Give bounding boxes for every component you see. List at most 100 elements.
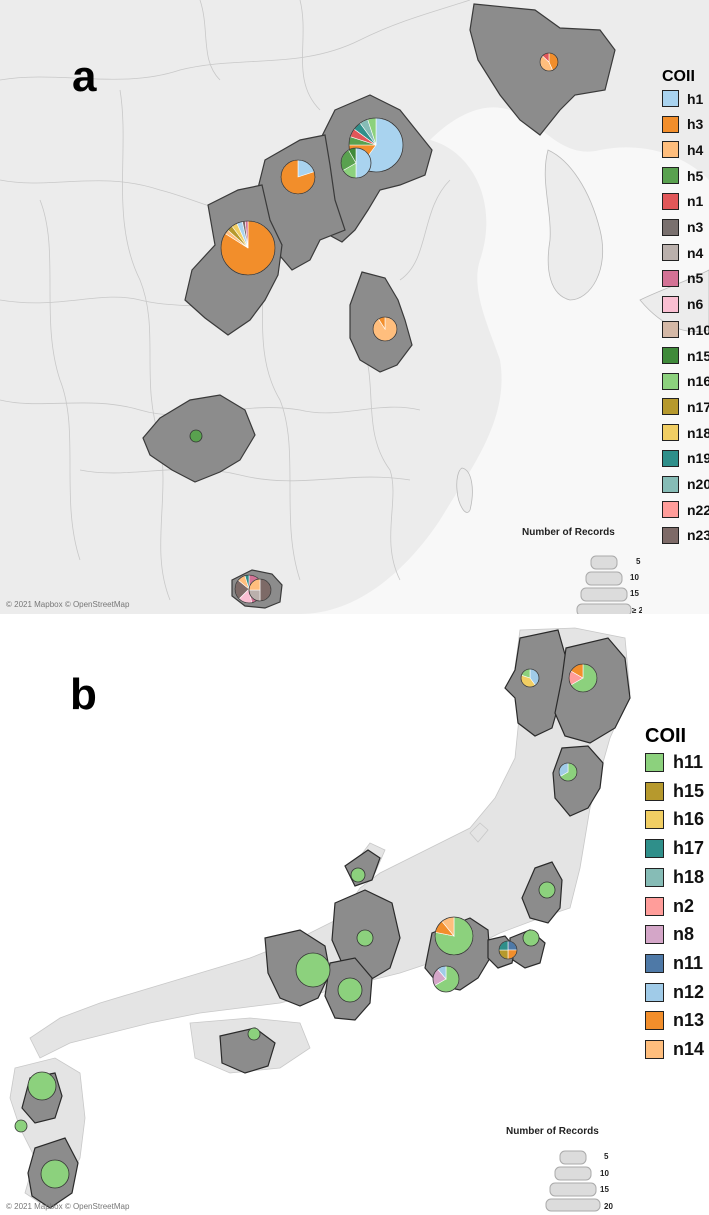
legend-title-b: COII <box>645 725 687 747</box>
legend-swatch-n2 <box>645 896 664 916</box>
pie-ishikawa <box>350 867 366 883</box>
legend-label-n6: n6 <box>687 296 704 313</box>
pie-hebei <box>340 147 372 179</box>
legend-item-h16: h16 <box>645 809 704 830</box>
legend-label-n12: n12 <box>673 981 705 1002</box>
pie-akita-outline <box>520 668 540 688</box>
size-step-1 <box>590 555 618 570</box>
pie-kagoshima-slice <box>40 1159 70 1189</box>
legend-label-n11: n11 <box>673 952 704 973</box>
pie-gifu-slice <box>356 929 374 947</box>
pie-ibaraki <box>538 881 556 899</box>
legend-swatch-n20 <box>662 475 679 493</box>
pie-goto-slice <box>14 1119 28 1133</box>
size-label-1: 5 <box>604 1152 609 1161</box>
legend-label-h4: h4 <box>687 141 704 158</box>
legend-label-n19: n19 <box>687 450 709 467</box>
pie-osaka <box>337 977 363 1003</box>
pie-nagasaki <box>27 1071 57 1101</box>
legend-item-n11: n11 <box>645 953 703 974</box>
size-label-1: 5 <box>636 557 641 566</box>
pie-anhui <box>372 316 398 342</box>
legend-item-n18: n18 <box>662 424 709 442</box>
legend-item-n6: n6 <box>662 295 704 313</box>
legend-label-n18: n18 <box>687 424 709 441</box>
legend-item-n14: n14 <box>645 1039 704 1060</box>
legend-label-n13: n13 <box>673 1010 705 1031</box>
pie-hyogo <box>295 952 331 988</box>
pie-iwate-outline <box>568 663 598 693</box>
legend-swatch-n22 <box>662 501 679 519</box>
legend-swatch-n17 <box>662 398 679 416</box>
legend-label-h11: h11 <box>673 752 704 772</box>
legend-label-n22: n22 <box>687 501 709 518</box>
pie-heilongjiang-outline <box>539 52 559 72</box>
legend-swatch-n12 <box>645 982 664 1002</box>
legend-label-n3: n3 <box>687 219 704 235</box>
legend-label-n15: n15 <box>687 347 709 364</box>
panel-label-a: a <box>72 52 97 101</box>
pie-guizhou <box>189 429 203 443</box>
pie-yamanashi-outline <box>434 916 474 956</box>
pie-anhui-outline <box>372 316 398 342</box>
legend-swatch-n1 <box>662 192 679 210</box>
pie-yamanashi <box>434 916 474 956</box>
pie-ishikawa-slice <box>350 867 366 883</box>
legend-item-h18: h18 <box>645 867 704 888</box>
legend-label-h16: h16 <box>673 809 705 830</box>
size-legend-title: Number of Records <box>506 1126 599 1137</box>
pie-hyogo-slice <box>295 952 331 988</box>
size-label-4: 20 <box>604 1202 613 1211</box>
size-legend-title: Number of Records <box>522 527 615 538</box>
size-step-2 <box>554 1166 592 1181</box>
legend-item-h11: h11 <box>645 752 703 773</box>
province-heilongjiang <box>469 3 616 136</box>
size-legend-a: Number of Records 5 10 15 ≥ 20 <box>522 527 642 614</box>
sado-island <box>469 822 489 843</box>
pie-gifu <box>356 929 374 947</box>
legend-swatch-n18 <box>662 424 679 442</box>
pie-kanagawa <box>498 940 518 960</box>
legend-swatch-n10 <box>662 321 679 339</box>
pie-beijing <box>348 117 404 173</box>
pie-chart-layer-b <box>14 663 598 1189</box>
pie-beijing-outline <box>348 117 404 173</box>
pie-kochi-slice <box>247 1027 261 1041</box>
panel-b-japan-map: b COII h11 h15 h16 h17 h18 n2 n8 n11 n12 n13 n14 N… <box>0 618 709 1215</box>
legend-swatch-n23 <box>662 526 679 544</box>
legend-item-h1: h1 <box>662 90 703 107</box>
legend-label-h5: h5 <box>687 167 704 184</box>
legend-item-n5: n5 <box>662 269 704 287</box>
pie-chiba-slice <box>522 929 540 947</box>
pie-osaka-slice <box>337 977 363 1003</box>
legend-swatch-n8 <box>645 925 664 945</box>
legend-item-n23: n23 <box>662 526 709 544</box>
legend-label-n5: n5 <box>687 270 704 287</box>
japan-map <box>0 618 709 1215</box>
pie-shanxi <box>280 159 316 195</box>
legend-label-h17: h17 <box>673 838 705 859</box>
legend-label-n2: n2 <box>673 895 695 916</box>
pie-hainan-2-outline <box>248 578 272 602</box>
legend-item-n8: n8 <box>645 924 694 945</box>
size-label-3: 15 <box>630 589 639 598</box>
size-legend-b: Number of Records 5 10 15 20 <box>506 1126 626 1213</box>
legend-item-n13: n13 <box>645 1010 704 1031</box>
legend-label-n4: n4 <box>687 244 704 261</box>
pie-guizhou-slice <box>189 429 203 443</box>
korea <box>544 149 604 301</box>
legend-item-h17: h17 <box>645 838 704 859</box>
legend-swatch-n3 <box>662 218 679 236</box>
pie-fukushima <box>558 762 578 782</box>
legend-item-n16: n16 <box>662 372 709 390</box>
size-label-2: 10 <box>630 573 639 582</box>
pie-goto <box>14 1119 28 1133</box>
legend-label-n14: n14 <box>673 1039 705 1059</box>
pie-fukushima-outline <box>558 762 578 782</box>
legend-swatch-h15 <box>645 781 664 801</box>
legend-swatch-n6 <box>662 295 679 313</box>
pie-hebei-outline <box>340 147 372 179</box>
pie-shizuoka-outline <box>432 965 460 993</box>
size-step-3 <box>549 1182 597 1197</box>
panel-a-china-map: a COII h1 h3 h4 h5 n1 n3 n4 n5 n6 n10 n15 n16 n17 n18… <box>0 0 709 614</box>
